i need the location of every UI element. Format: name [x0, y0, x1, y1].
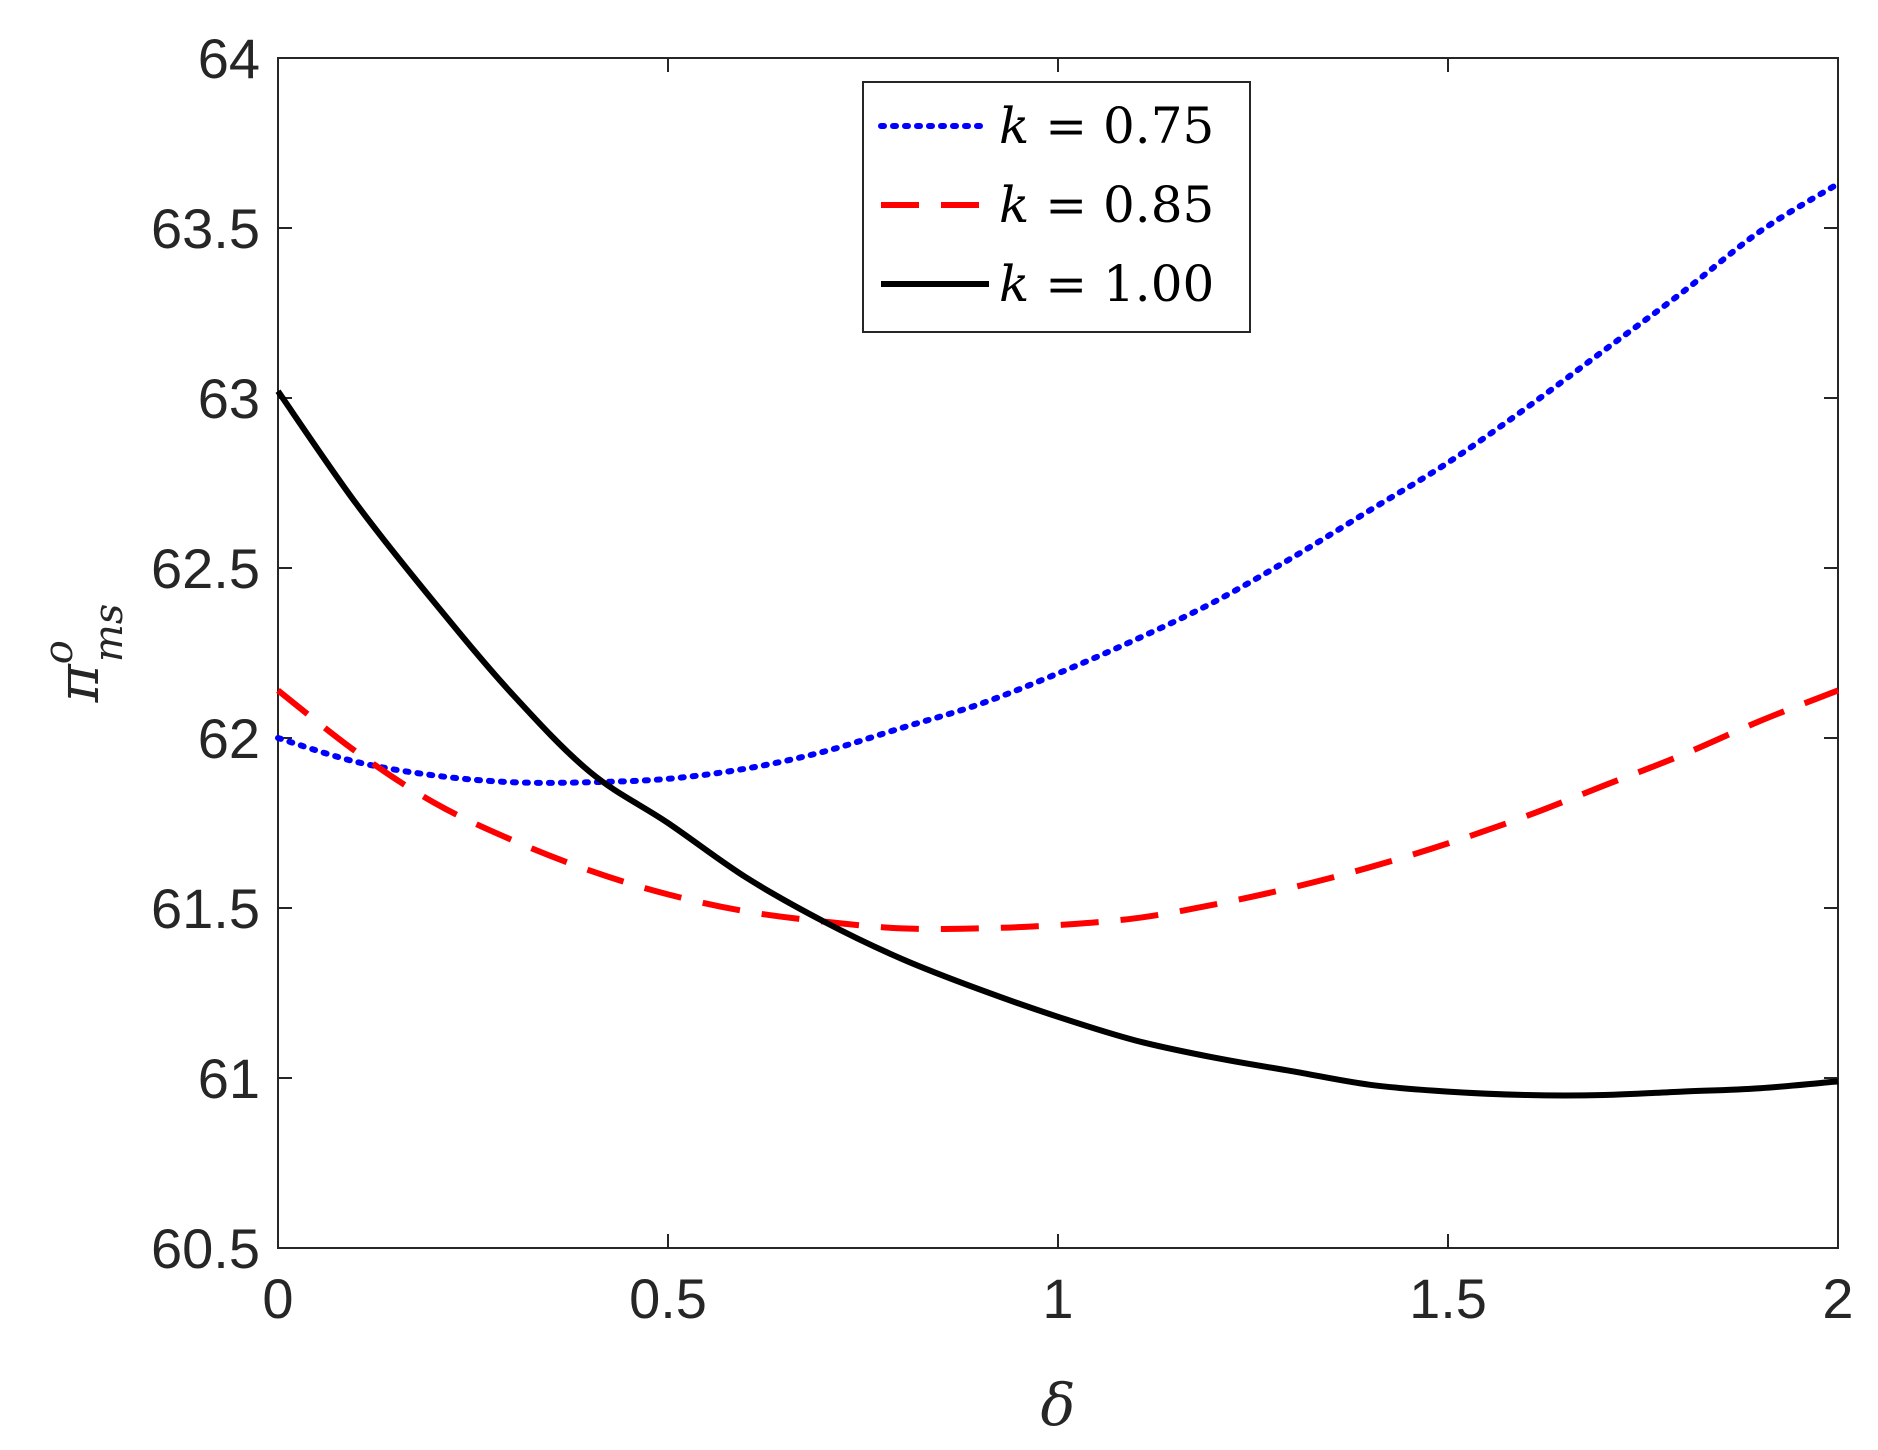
series-line-3 — [275, 389, 1839, 1099]
x-tick-label: 2 — [1822, 1267, 1853, 1330]
x-tick-label: 0.5 — [629, 1267, 707, 1330]
legend-value: = 0.75 — [1029, 97, 1214, 155]
y-tick-label: 62 — [198, 707, 260, 770]
y-tick-label: 61 — [198, 1047, 260, 1110]
y-axis-label-base: π — [44, 663, 112, 703]
y-axis-label-sub: ms — [86, 604, 132, 662]
y-tick-label: 64 — [198, 27, 260, 90]
axis-ticks — [277, 57, 1839, 1249]
y-tick-label: 60.5 — [151, 1217, 260, 1280]
legend-var: k — [999, 97, 1029, 155]
series-line-2 — [276, 687, 1840, 933]
y-tick-label: 63 — [198, 367, 260, 430]
series-line-1 — [275, 180, 1841, 786]
legend-entry-label: k = 1.00 — [999, 255, 1214, 313]
legend-value: = 0.85 — [1029, 176, 1214, 234]
y-axis-label-sup: o — [36, 640, 82, 664]
y-tick-label: 62.5 — [151, 537, 260, 600]
legend-var: k — [999, 176, 1029, 234]
series-layer — [275, 180, 1841, 1099]
tick-labels: 0 0.5 1 1.5 2 60.5 61 61.5 62 62.5 63 63.5 64 — [151, 27, 1854, 1330]
y-tick-label: 61.5 — [151, 877, 260, 940]
x-tick-label: 1.5 — [1409, 1267, 1487, 1330]
legend-value: = 1.00 — [1029, 255, 1214, 313]
x-tick-label: 1 — [1042, 1267, 1073, 1330]
legend-var: k — [999, 255, 1029, 313]
legend-entry-label: k = 0.75 — [999, 97, 1214, 155]
x-axis-label: δ — [1041, 1371, 1076, 1439]
y-axis-label: πo ms — [36, 604, 132, 704]
x-tick-label: 0 — [262, 1267, 293, 1330]
legend: k = 0.75k = 0.85k = 1.00 — [862, 81, 1251, 333]
legend-entry-label: k = 0.85 — [999, 176, 1214, 234]
y-tick-label: 63.5 — [151, 197, 260, 260]
